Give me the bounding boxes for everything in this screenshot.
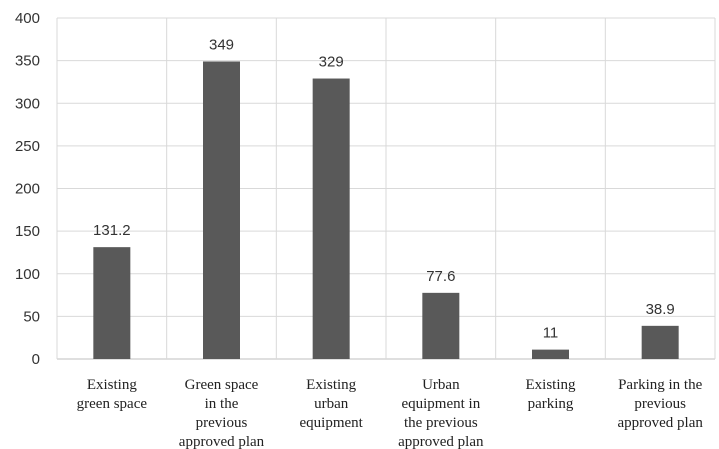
x-tick-label-line: equipment <box>300 415 364 431</box>
x-tick-label-line: in the <box>205 396 239 412</box>
data-label: 77.6 <box>426 268 455 285</box>
x-tick-label-line: the previous <box>404 415 478 431</box>
bar <box>312 78 350 359</box>
y-tick-label: 300 <box>15 95 40 112</box>
y-axis-ticks: 0 50 100 150 200 250 300 350 400 <box>15 10 40 368</box>
y-tick-label: 350 <box>15 53 40 70</box>
x-tick-label-line: Green space <box>185 377 259 393</box>
y-tick-label: 150 <box>15 223 40 240</box>
x-tick-label: Urban equipment in the previous approved pl… <box>398 377 484 449</box>
x-tick-label-line: urban <box>314 396 349 412</box>
bar <box>532 349 569 359</box>
x-tick-label: Parking in the previous approved plan <box>617 377 703 431</box>
y-tick-label: 250 <box>15 138 40 155</box>
data-label: 11 <box>543 325 559 342</box>
x-tick-label-line: approved plan <box>398 434 484 449</box>
x-tick-label-line: parking <box>528 396 574 412</box>
x-tick-label-line: Urban <box>422 377 460 393</box>
bar <box>422 292 460 359</box>
data-labels: 131.2 349 329 77.6 11 38.9 <box>93 36 675 341</box>
grid-lines <box>56 17 716 360</box>
bar <box>641 325 679 359</box>
x-tick-label-line: Existing <box>306 377 357 393</box>
bars <box>93 61 679 359</box>
bar <box>93 247 131 359</box>
x-tick-label-line: approved plan <box>179 434 265 449</box>
x-axis-labels: Existing green space Green space in the prev… <box>77 377 704 449</box>
y-tick-label: 50 <box>23 308 40 325</box>
y-tick-label: 100 <box>15 266 40 283</box>
data-label: 349 <box>209 36 234 53</box>
x-tick-label: Existing urban equipment <box>300 377 364 431</box>
x-tick-label-line: Parking in the <box>618 377 702 393</box>
y-tick-label: 400 <box>15 10 40 27</box>
y-tick-label: 0 <box>32 351 40 368</box>
x-tick-label: Existing parking <box>525 377 576 412</box>
y-tick-label: 200 <box>15 181 40 198</box>
data-label: 38.9 <box>646 301 675 318</box>
data-label: 131.2 <box>93 222 131 239</box>
bar <box>203 61 240 359</box>
x-tick-label-line: previous <box>196 415 248 431</box>
data-label: 329 <box>319 54 344 71</box>
x-tick-label-line: previous <box>634 396 686 412</box>
x-tick-label-line: equipment in <box>401 396 480 412</box>
x-tick-label-line: green space <box>77 396 148 412</box>
x-tick-label-line: Existing <box>87 377 138 393</box>
x-tick-label: Existing green space <box>77 377 148 412</box>
x-tick-label: Green space in the previous approved plan <box>179 377 265 449</box>
x-tick-label-line: approved plan <box>617 415 703 431</box>
x-tick-label-line: Existing <box>525 377 576 393</box>
